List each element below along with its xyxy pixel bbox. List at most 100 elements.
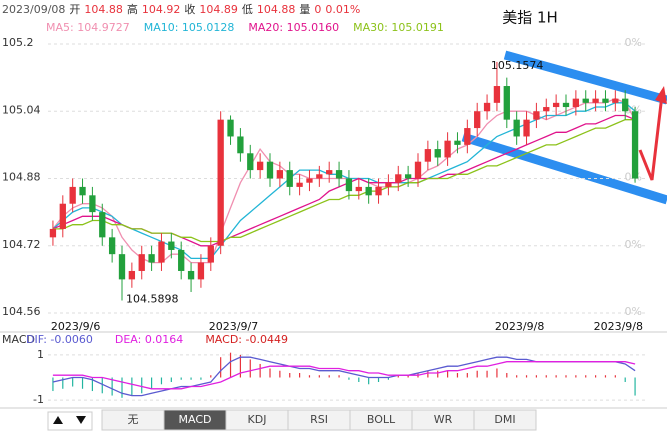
x-tick-label: 2023/9/8 [594, 320, 643, 333]
low-label: 104.5898 [126, 292, 179, 305]
candle-body [89, 195, 96, 213]
candle-body [622, 98, 629, 112]
candle-body [345, 178, 353, 192]
legend-entry: MA10: 105.0128 [144, 21, 235, 34]
info-item: 0.01% [325, 3, 360, 16]
candle-body [375, 186, 382, 196]
tab-label[interactable]: DMI [494, 413, 515, 426]
candle-body [533, 111, 540, 120]
candle-body [493, 86, 501, 103]
info-item: 104.88 [84, 3, 123, 16]
scroll-buttons [47, 411, 93, 431]
candle-body [247, 153, 254, 171]
annotations [461, 50, 667, 205]
candle-body [612, 98, 619, 103]
candle-body [513, 119, 520, 137]
candle-body [49, 228, 57, 238]
candle-body [69, 186, 76, 204]
candle-body [395, 174, 402, 183]
legend-entry: MA5: 104.9727 [46, 21, 130, 34]
candle-body [108, 237, 116, 255]
arrow [638, 94, 664, 181]
macd-title: MACD [2, 333, 35, 346]
candle-body [148, 254, 155, 263]
info-line: 2023/09/08 开 104.88 高 104.92 收 104.89 低 104.88 量 0… [2, 2, 360, 16]
candle-body [79, 186, 86, 196]
candle-body [217, 119, 224, 246]
legend-entry: MA20: 105.0160 [248, 21, 339, 34]
x-tick-label: 2023/9/8 [495, 320, 544, 333]
y-tick-label: 1 [37, 348, 44, 361]
candle-body [335, 170, 343, 179]
candle-body [118, 254, 126, 280]
candle-body [483, 102, 491, 112]
tab-label[interactable]: WR [434, 413, 453, 426]
candle-body [424, 149, 432, 162]
arrow-buttons[interactable] [53, 416, 86, 424]
candle-body [178, 249, 185, 271]
candle-body [187, 270, 195, 280]
x-tick-label: 2023/9/7 [209, 320, 258, 333]
right-tick-label: 0% [625, 305, 642, 318]
channel-line [461, 132, 667, 205]
candle-body [326, 170, 333, 175]
tab-label[interactable]: KDJ [248, 413, 267, 426]
candle-body [602, 98, 609, 103]
candle-body [227, 119, 234, 137]
candle-body [266, 161, 274, 179]
candle-body [434, 149, 441, 158]
chart-title: 美指 1H [502, 9, 558, 27]
candle-body [543, 107, 550, 112]
channel-line [503, 50, 667, 105]
candle-body [464, 128, 471, 145]
candle-body [296, 182, 303, 187]
macd-line [52, 361, 636, 390]
candle-body [138, 254, 145, 271]
candle-body [523, 119, 530, 137]
y-tick-label: 104.72 [2, 238, 41, 251]
candle-body [582, 98, 589, 103]
candle-body [631, 111, 639, 179]
tab-label[interactable]: BOLL [367, 413, 396, 426]
y-tick-label: 105.04 [2, 103, 41, 116]
tab-label[interactable]: MACD [179, 413, 212, 426]
candle-body [197, 262, 205, 280]
candle-body [474, 111, 481, 129]
candle-body [454, 140, 461, 145]
info-item: 104.92 [142, 3, 181, 16]
legend-entry: DEA: 0.0164 [115, 333, 183, 346]
candle-body [355, 186, 362, 192]
right-tick-label: 0% [625, 36, 642, 49]
tab-label[interactable]: RSI [310, 413, 328, 426]
info-item: 收 [184, 2, 195, 16]
candle-body [404, 174, 412, 179]
info-item: 0 [314, 3, 321, 16]
info-item: 开 [69, 3, 80, 16]
tab-label[interactable]: 无 [128, 413, 139, 426]
candle-body [276, 170, 284, 179]
candle-body [592, 98, 599, 103]
candle-body [316, 174, 323, 179]
candle-body [59, 203, 66, 229]
candle-body [256, 161, 264, 171]
info-item: 高 [127, 2, 138, 16]
right-tick-label: 0% [625, 238, 642, 251]
ma-line [52, 119, 636, 243]
legend-entry: MACD: -0.0449 [205, 333, 288, 346]
candle-body [562, 102, 570, 108]
tab[interactable] [473, 409, 537, 431]
candle-body [306, 178, 313, 183]
high-label: 105.1574 [491, 59, 544, 72]
x-tick-label: 2023/9/6 [51, 320, 100, 333]
info-item: 量 [299, 3, 310, 16]
legend-entry: MA30: 105.0191 [353, 21, 444, 34]
candle-body [444, 140, 451, 158]
info-item: 104.89 [199, 3, 238, 16]
info-item: 低 [242, 3, 253, 16]
y-tick-label: -1 [33, 393, 44, 406]
candle-body [99, 212, 106, 238]
candle-body [503, 86, 510, 120]
candle-body [385, 182, 392, 187]
candle-body [168, 241, 175, 250]
